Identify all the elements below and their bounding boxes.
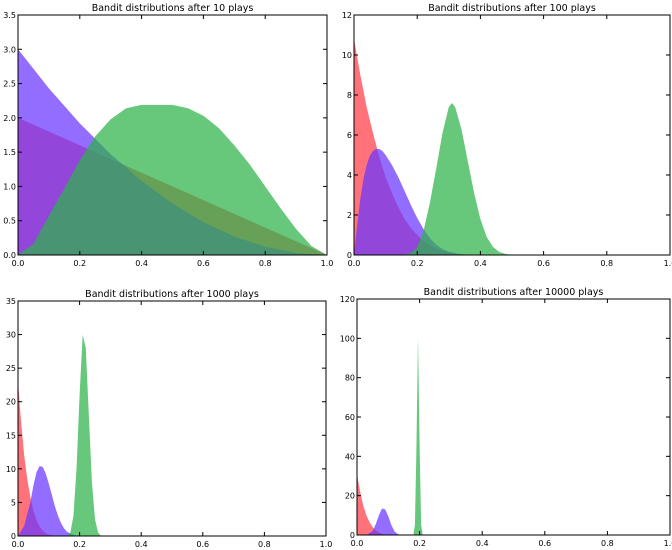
chart-title: Bandit distributions after 100 plays [428, 3, 596, 14]
y-tick-label: 2 [347, 211, 352, 220]
x-tick-label: 0.2 [413, 539, 426, 548]
x-tick-label: 0.8 [600, 259, 613, 268]
x-tick-label: 1.0 [664, 539, 672, 548]
y-tick-label: 10 [6, 465, 16, 474]
y-tick-label: 0 [347, 251, 352, 260]
y-tick-label: 2.5 [3, 80, 16, 89]
x-tick-label: 0.0 [348, 259, 361, 268]
series-area-1 [18, 466, 80, 536]
y-tick-label: 0.5 [3, 217, 16, 226]
x-tick-label: 0.6 [537, 259, 550, 268]
y-tick-label: 15 [6, 431, 16, 440]
chart-panel-1000-plays: Bandit distributions after 1000 plays 0.0… [0, 275, 336, 550]
y-tick-label: 4 [347, 171, 352, 180]
x-tick-label: 0.2 [411, 259, 424, 268]
series-area-2 [67, 334, 102, 536]
y-tick-label: 1.5 [3, 148, 16, 157]
y-tick-label: 40 [345, 452, 355, 461]
y-tick-label: 5 [11, 498, 16, 507]
series-area-2 [18, 104, 327, 255]
y-tick-label: 0.0 [3, 251, 16, 260]
y-tick-label: 0 [350, 531, 355, 540]
x-tick-label: 1.0 [321, 259, 334, 268]
y-tick-label: 10 [342, 51, 352, 60]
x-tick-label: 0.4 [476, 539, 489, 548]
x-tick-label: 0.0 [12, 259, 25, 268]
series-area-1 [354, 149, 481, 255]
x-tick-label: 0.8 [258, 540, 271, 549]
series-area-0 [357, 474, 395, 535]
x-tick-label: 0.8 [259, 259, 272, 268]
x-tick-label: 0.6 [196, 540, 209, 549]
chart-panel-10-plays: Bandit distributions after 10 plays 0.0 0.… [0, 0, 336, 275]
y-tick-label: 120 [340, 295, 355, 304]
x-tick-label: 1.0 [664, 259, 672, 268]
x-tick-label: 0.0 [351, 539, 364, 548]
chart-title: Bandit distributions after 10000 plays [424, 287, 604, 298]
chart-title: Bandit distributions after 1000 plays [85, 289, 259, 300]
y-tick-label: 100 [340, 334, 355, 343]
x-tick-label: 0.6 [538, 539, 551, 548]
chart-title: Bandit distributions after 10 plays [92, 3, 254, 14]
y-tick-label: 60 [345, 413, 355, 422]
x-tick-label: 0.8 [601, 539, 614, 548]
y-tick-label: 80 [345, 374, 355, 383]
x-tick-label: 0.6 [197, 259, 210, 268]
y-tick-label: 1.0 [3, 182, 16, 191]
y-tick-label: 6 [347, 131, 352, 140]
y-tick-label: 20 [6, 398, 16, 407]
chart-svg: Bandit distributions after 10000 plays 0.… [340, 287, 672, 548]
x-tick-label: 0.0 [12, 540, 25, 549]
x-tick-label: 0.4 [135, 259, 148, 268]
plot-frame [356, 298, 671, 536]
chart-panel-100-plays: Bandit distributions after 100 plays 0.0 0… [336, 0, 672, 275]
chart-panel-10000-plays: Bandit distributions after 10000 plays 0.… [336, 275, 672, 550]
y-tick-label: 25 [6, 364, 16, 373]
x-tick-label: 1.0 [320, 540, 333, 549]
y-tick-label: 12 [342, 11, 352, 20]
y-tick-label: 8 [347, 91, 352, 100]
y-tick-label: 2.0 [3, 114, 16, 123]
x-tick-label: 0.2 [73, 259, 86, 268]
y-tick-label: 0 [11, 532, 16, 541]
y-tick-label: 20 [345, 492, 355, 501]
chart-svg: Bandit distributions after 1000 plays 0.0… [6, 289, 333, 549]
plot-frame [17, 300, 327, 537]
x-tick-label: 0.4 [474, 259, 487, 268]
plot-frame [17, 14, 328, 256]
y-tick-label: 35 [6, 297, 16, 306]
series-area-1 [366, 508, 401, 535]
x-tick-label: 0.4 [135, 540, 148, 549]
series-area-2 [401, 103, 512, 255]
series-area-0 [18, 381, 62, 536]
series-area-2 [413, 336, 423, 535]
y-tick-label: 3.5 [3, 11, 16, 20]
x-tick-label: 0.2 [73, 540, 86, 549]
y-tick-label: 30 [6, 331, 16, 340]
y-tick-label: 3.0 [3, 45, 16, 54]
